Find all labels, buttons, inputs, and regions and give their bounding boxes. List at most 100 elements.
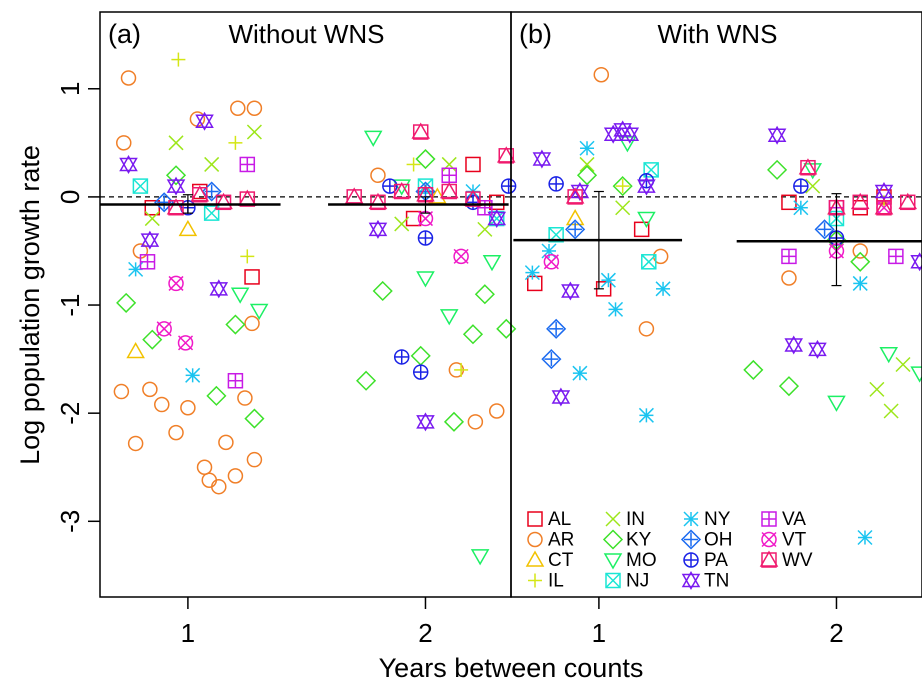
data-point xyxy=(410,345,431,366)
data-point xyxy=(767,159,788,180)
marker-part xyxy=(142,329,163,350)
data-point xyxy=(778,376,800,397)
marker-part xyxy=(543,254,560,270)
marker-part xyxy=(633,221,650,238)
marker-part xyxy=(244,408,265,429)
data-point xyxy=(793,178,809,194)
marker-part xyxy=(127,435,144,452)
marker-part xyxy=(637,176,656,193)
marker-part xyxy=(496,146,516,163)
data-point xyxy=(443,411,465,432)
marker-part xyxy=(178,219,198,237)
data-point xyxy=(883,403,899,419)
data-point xyxy=(415,149,436,170)
marker-part xyxy=(246,124,262,140)
marker-part xyxy=(142,381,158,398)
marker-part xyxy=(496,318,517,339)
data-point xyxy=(119,154,138,174)
data-point xyxy=(781,248,797,265)
marker-part xyxy=(246,100,263,116)
marker-part xyxy=(781,270,797,286)
legend-marker xyxy=(681,570,701,591)
data-point xyxy=(416,271,435,288)
marker-part xyxy=(814,219,835,240)
marker-part xyxy=(206,385,227,406)
data-point xyxy=(127,435,144,452)
data-point xyxy=(477,199,493,216)
marker-part xyxy=(803,163,823,180)
marker-part xyxy=(605,572,621,589)
data-point xyxy=(527,275,543,292)
data-point xyxy=(743,359,764,380)
data-point xyxy=(214,192,233,211)
data-point xyxy=(204,156,220,172)
marker-part xyxy=(166,179,186,196)
marker-part xyxy=(593,66,610,83)
marker-part xyxy=(394,216,410,232)
data-point xyxy=(546,318,567,339)
marker-part xyxy=(681,573,701,591)
data-point xyxy=(372,280,393,302)
marker-part xyxy=(410,345,431,366)
legend-marker xyxy=(605,511,621,527)
marker-part xyxy=(643,162,659,178)
marker-part xyxy=(465,156,481,173)
marker-part xyxy=(368,192,388,210)
data-point xyxy=(439,181,459,200)
marker-part xyxy=(761,531,777,548)
data-point xyxy=(227,468,244,484)
marker-part xyxy=(196,459,213,475)
data-point xyxy=(417,230,434,246)
data-point xyxy=(363,130,383,147)
data-point xyxy=(454,362,469,377)
data-point xyxy=(805,178,821,194)
data-point xyxy=(249,303,269,320)
marker-part xyxy=(116,292,137,313)
marker-part xyxy=(784,338,804,355)
data-point xyxy=(637,211,656,229)
marker-part xyxy=(177,335,194,351)
marker-part xyxy=(793,200,809,216)
marker-part xyxy=(392,181,412,199)
data-point xyxy=(177,335,194,351)
marker-part xyxy=(439,309,459,326)
data-point xyxy=(488,403,505,419)
data-point xyxy=(615,179,630,194)
marker-part xyxy=(168,135,184,151)
legend-label: MO xyxy=(626,550,657,571)
data-point xyxy=(852,275,868,291)
panel-label: (a) xyxy=(108,19,141,49)
data-point xyxy=(244,269,260,285)
legend-label: IL xyxy=(548,571,564,592)
marker-part xyxy=(453,248,469,265)
marker-part xyxy=(527,511,543,527)
marker-part xyxy=(344,187,364,204)
data-point xyxy=(888,248,904,265)
data-point xyxy=(637,176,656,196)
marker-part xyxy=(600,272,616,288)
data-point xyxy=(784,335,804,355)
data-point xyxy=(850,251,871,272)
data-point xyxy=(392,181,412,200)
marker-part xyxy=(641,254,657,270)
marker-part xyxy=(488,403,505,419)
data-point xyxy=(898,192,918,211)
legend-marker xyxy=(528,573,542,588)
data-point xyxy=(246,124,262,140)
marker-part xyxy=(227,468,244,484)
marker-part xyxy=(579,156,595,172)
marker-part xyxy=(132,178,149,194)
data-point xyxy=(139,254,156,270)
marker-part xyxy=(363,130,383,147)
marker-part xyxy=(249,303,269,320)
data-point xyxy=(180,400,196,416)
marker-part xyxy=(910,252,922,269)
marker-part xyxy=(190,185,210,202)
marker-part xyxy=(237,390,253,406)
data-point xyxy=(116,135,132,151)
data-point xyxy=(370,167,386,184)
marker-part xyxy=(392,179,412,196)
marker-part xyxy=(154,396,170,413)
data-point xyxy=(910,252,922,272)
x-tick-label: 1 xyxy=(181,618,195,648)
